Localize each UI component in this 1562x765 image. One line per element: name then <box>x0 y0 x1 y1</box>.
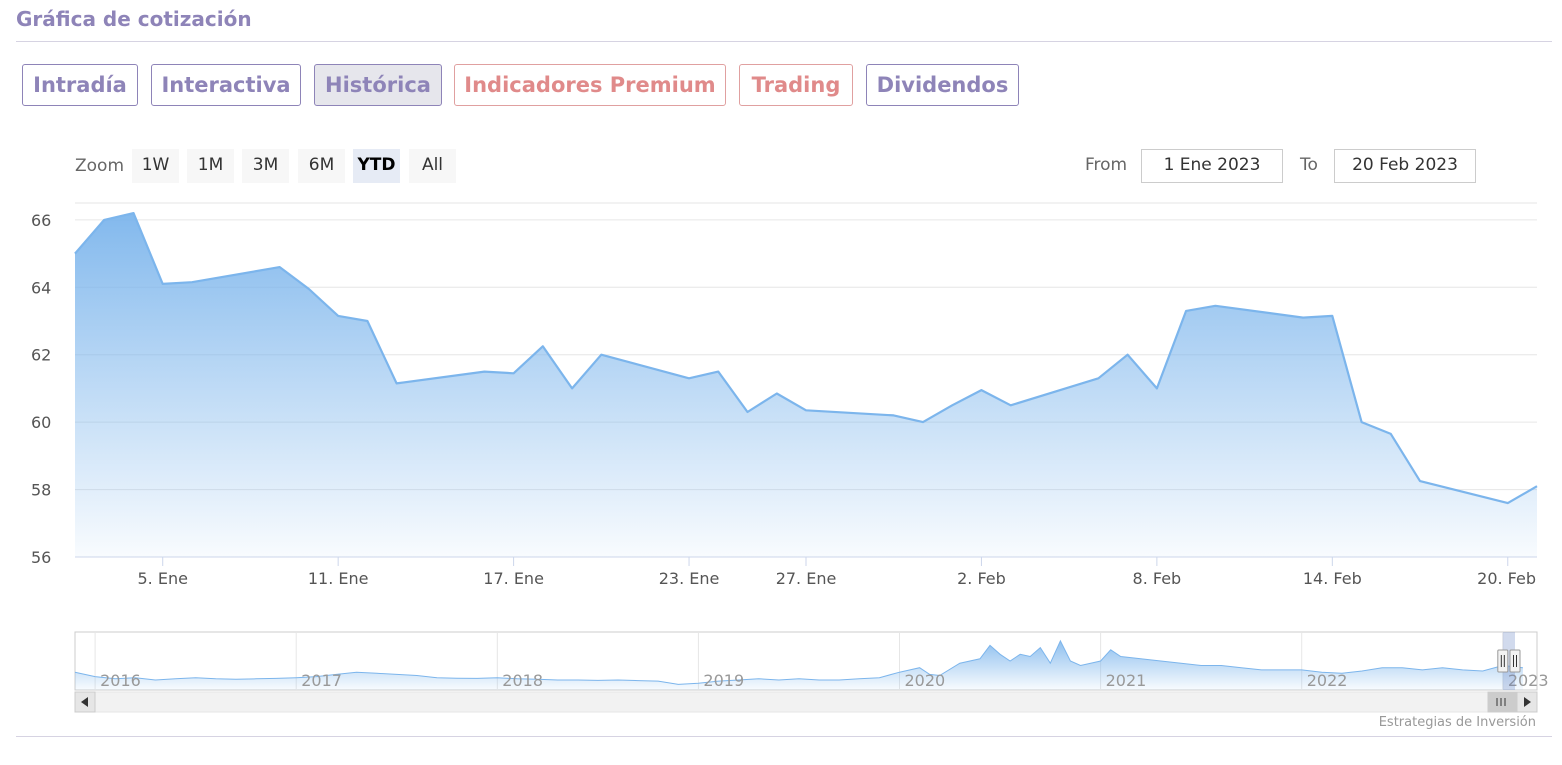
y-tick-label: 60 <box>31 413 51 432</box>
to-date-input[interactable]: 20 Feb 2023 <box>1334 149 1476 183</box>
navigator-year-label: 2019 <box>703 671 744 690</box>
series-line[interactable] <box>74 212 1538 505</box>
y-tick-label: 58 <box>31 481 51 500</box>
from-date-input[interactable]: 1 Ene 2023 <box>1141 149 1283 183</box>
title-divider <box>16 41 1552 42</box>
navigator-year-label: 2023 <box>1508 671 1549 690</box>
scrollbar-thumb[interactable] <box>1487 691 1517 713</box>
navigator-line <box>74 639 1523 685</box>
chevron-right-icon <box>1524 697 1531 707</box>
zoom-1m-button[interactable]: 1M <box>187 149 234 183</box>
navigator-year-label: 2022 <box>1307 671 1348 690</box>
navigator-selection[interactable] <box>1502 632 1515 690</box>
navigator-year-label: 2020 <box>905 671 946 690</box>
page-title: Gráfica de cotización <box>16 7 252 31</box>
zoom-6m-button[interactable]: 6M <box>298 149 345 183</box>
x-tick-label: 2. Feb <box>957 569 1006 588</box>
tab-intradia[interactable]: Intradía <box>22 64 138 106</box>
y-tick-label: 62 <box>31 346 51 365</box>
y-tick-label: 66 <box>31 211 51 230</box>
tab-indicadores-premium[interactable]: Indicadores Premium <box>454 64 726 106</box>
x-tick-label: 20. Feb <box>1477 569 1536 588</box>
x-tick-label: 27. Ene <box>776 569 837 588</box>
credits-text[interactable]: Estrategias de Inversión <box>1378 715 1536 730</box>
navigator-year-label: 2016 <box>100 671 141 690</box>
y-tick-label: 56 <box>31 548 51 567</box>
zoom-ytd-button[interactable]: YTD <box>353 149 400 183</box>
zoom-all-button[interactable]: All <box>409 149 456 183</box>
zoom-1w-button[interactable]: 1W <box>132 149 179 183</box>
to-label: To <box>1300 155 1318 175</box>
navigator-year-label: 2021 <box>1106 671 1147 690</box>
navigator-left-handle[interactable] <box>1497 649 1509 673</box>
y-tick-label: 64 <box>31 278 51 297</box>
zoom-3m-button[interactable]: 3M <box>242 149 289 183</box>
navigator-year-label: 2018 <box>502 671 543 690</box>
navigator-right-handle[interactable] <box>1509 649 1521 673</box>
navigator-year-label: 2017 <box>301 671 342 690</box>
chevron-left-icon <box>81 697 88 707</box>
x-tick-label: 23. Ene <box>659 569 720 588</box>
x-tick-label: 8. Feb <box>1133 569 1182 588</box>
zoom-label: Zoom <box>75 156 125 176</box>
tab-historica[interactable]: Histórica <box>314 64 442 106</box>
x-tick-label: 5. Ene <box>137 569 187 588</box>
tab-interactiva[interactable]: Interactiva <box>151 64 301 106</box>
x-tick-label: 11. Ene <box>308 569 369 588</box>
bottom-divider <box>16 736 1552 737</box>
scrollbar-track[interactable] <box>74 691 1538 713</box>
tab-trading[interactable]: Trading <box>739 64 853 106</box>
tab-dividendos[interactable]: Dividendos <box>866 64 1019 106</box>
x-tick-label: 17. Ene <box>483 569 544 588</box>
from-label: From <box>1085 155 1128 175</box>
x-tick-label: 14. Feb <box>1303 569 1362 588</box>
series-area <box>75 213 1537 557</box>
